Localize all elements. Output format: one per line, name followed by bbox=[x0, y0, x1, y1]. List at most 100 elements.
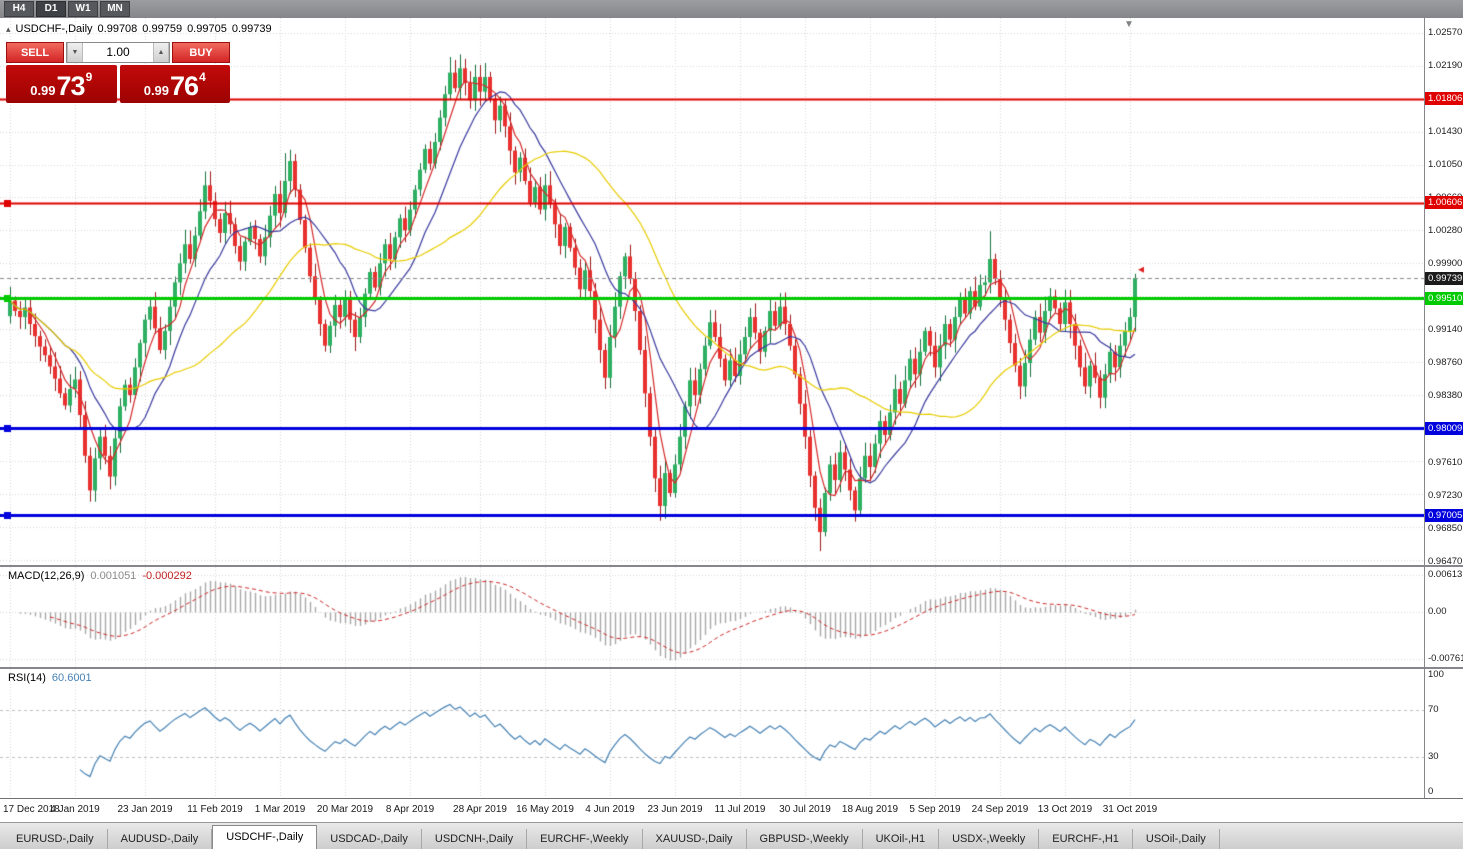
timeframe-button-w1[interactable]: W1 bbox=[68, 1, 98, 17]
price-tick-label: 0.96470 bbox=[1428, 556, 1463, 567]
time-axis: 17 Dec 2018 4 Jan 2019 23 Jan 2019 11 Feb 2… bbox=[0, 798, 1463, 822]
chart-title-row: ▴ USDCHF-,Daily 0.99708 0.99759 0.99705 0.997… bbox=[6, 23, 277, 35]
date-label: 30 Jul 2019 bbox=[779, 804, 831, 815]
macd-axis-label: 0.00613 bbox=[1428, 569, 1463, 580]
date-label: 23 Jan 2019 bbox=[117, 804, 173, 815]
macd-axis-label: 0.00 bbox=[1428, 606, 1447, 617]
hline-label-0-97005: 0.97005 bbox=[1425, 509, 1463, 522]
ohlc-high: 0.99759 bbox=[142, 23, 183, 35]
date-label: 23 Jun 2019 bbox=[647, 804, 703, 815]
tab-eurusd-daily[interactable]: EURUSD-,Daily bbox=[3, 829, 108, 849]
tab-usoil-daily[interactable]: USOil-,Daily bbox=[1133, 829, 1220, 849]
ohlc-close: 0.99739 bbox=[231, 23, 272, 35]
chart-area: ▴ USDCHF-,Daily 0.99708 0.99759 0.99705 0.997… bbox=[0, 18, 1463, 798]
price-tick-label: 0.99900 bbox=[1428, 258, 1463, 269]
date-label: 17 Dec 2018 bbox=[3, 804, 60, 815]
rsi-indicator-label: RSI(14) 60.6001 bbox=[8, 672, 98, 684]
price-axis: 1.025701.021901.014301.010501.006601.002… bbox=[1424, 18, 1463, 798]
tab-xauusd-daily[interactable]: XAUUSD-,Daily bbox=[643, 829, 747, 849]
price-tick-label: 0.97230 bbox=[1428, 490, 1463, 501]
price-tick-label: 0.98380 bbox=[1428, 390, 1463, 401]
volume-control: ▼ 1.00 ▲ bbox=[66, 42, 170, 63]
volume-input[interactable]: 1.00 bbox=[106, 45, 130, 59]
bar-position-marker-icon: ▼ bbox=[1124, 19, 1134, 30]
price-tick-label: 0.96850 bbox=[1428, 523, 1463, 534]
symbol-title: USDCHF-,Daily bbox=[15, 23, 93, 35]
current-price-label: 0.99739 bbox=[1425, 272, 1463, 285]
timeframe-toolbar: H4 D1 W1 MN bbox=[0, 0, 1463, 18]
tab-usdchf-daily[interactable]: USDCHF-,Daily bbox=[212, 825, 318, 849]
price-tick-label: 0.99140 bbox=[1428, 324, 1463, 335]
rsi-axis-label: 30 bbox=[1428, 751, 1439, 762]
price-tick-label: 1.01050 bbox=[1428, 159, 1463, 170]
buy-price-pip: 4 bbox=[199, 70, 206, 84]
date-label: 11 Jul 2019 bbox=[714, 804, 766, 815]
ohlc-low: 0.99705 bbox=[187, 23, 227, 35]
tab-usdcnh-daily[interactable]: USDCNH-,Daily bbox=[422, 829, 528, 849]
date-label: 20 Mar 2019 bbox=[316, 804, 374, 815]
price-tick-label: 0.98760 bbox=[1428, 357, 1463, 368]
tab-eurchf-weekly[interactable]: EURCHF-,Weekly bbox=[527, 829, 643, 849]
price-tick-label: 1.02190 bbox=[1428, 60, 1463, 71]
timeframe-button-h4[interactable]: H4 bbox=[4, 1, 34, 17]
rsi-axis-label: 0 bbox=[1428, 786, 1434, 797]
timeframe-button-mn[interactable]: MN bbox=[100, 1, 130, 17]
price-tick-label: 1.02570 bbox=[1428, 27, 1463, 38]
buy-price-display[interactable]: 0.99 76 4 bbox=[119, 65, 230, 103]
buy-price-prefix: 0.99 bbox=[143, 83, 170, 98]
buy-button[interactable]: BUY bbox=[172, 42, 230, 63]
tab-usdcad-daily[interactable]: USDCAD-,Daily bbox=[317, 829, 422, 849]
macd-indicator-label: MACD(12,26,9) 0.001051 -0.000292 bbox=[8, 570, 198, 582]
macd-signal-value: -0.000292 bbox=[142, 570, 192, 582]
hline-label-0-98009: 0.98009 bbox=[1425, 422, 1463, 435]
date-label: 4 Jun 2019 bbox=[585, 804, 635, 815]
date-label: 5 Sep 2019 bbox=[909, 804, 961, 815]
tab-audusd-daily[interactable]: AUDUSD-,Daily bbox=[108, 829, 213, 849]
rsi-value: 60.6001 bbox=[51, 672, 92, 684]
tab-ukoil-h1[interactable]: UKOil-,H1 bbox=[863, 829, 940, 849]
tab-eurchf-h1[interactable]: EURCHF-,H1 bbox=[1039, 829, 1133, 849]
date-label: 8 Apr 2019 bbox=[385, 804, 435, 815]
price-tick-label: 1.00280 bbox=[1428, 225, 1463, 236]
hline-label-1-00606: 1.00606 bbox=[1425, 196, 1463, 209]
volume-increase-button[interactable]: ▲ bbox=[153, 43, 169, 62]
date-label: 11 Feb 2019 bbox=[187, 804, 243, 815]
date-label: 16 May 2019 bbox=[516, 804, 574, 815]
pane-separator-rsi[interactable] bbox=[0, 667, 1463, 669]
macd-axis-label: -0.00761 bbox=[1428, 653, 1463, 664]
date-label: 13 Oct 2019 bbox=[1037, 804, 1093, 815]
pane-separator-macd[interactable] bbox=[0, 565, 1463, 567]
buy-price-main: 76 bbox=[170, 71, 199, 101]
sell-price-main: 73 bbox=[56, 71, 86, 101]
trade-panel-controls: SELL ▼ 1.00 ▲ BUY bbox=[6, 42, 230, 63]
one-click-trading-panel: SELL ▼ 1.00 ▲ BUY 0.99 73 9 0.99 76 4 bbox=[6, 42, 230, 103]
sell-price-pip: 9 bbox=[85, 70, 93, 84]
hline-label-0-99510: 0.99510 bbox=[1425, 292, 1463, 305]
date-label: 4 Jan 2019 bbox=[50, 804, 100, 815]
timeframe-button-d1[interactable]: D1 bbox=[36, 1, 66, 17]
sell-price-display[interactable]: 0.99 73 9 bbox=[6, 65, 117, 103]
macd-title-text: MACD(12,26,9) bbox=[8, 570, 85, 582]
price-tick-label: 1.01430 bbox=[1428, 126, 1463, 137]
trade-panel-toggle-icon[interactable]: ▴ bbox=[6, 24, 11, 34]
macd-main-value: 0.001051 bbox=[90, 570, 137, 582]
price-tick-label: 0.97610 bbox=[1428, 457, 1463, 468]
rsi-axis-label: 100 bbox=[1428, 669, 1444, 680]
rsi-title-text: RSI(14) bbox=[8, 672, 46, 684]
chart-canvas[interactable] bbox=[0, 18, 1424, 798]
sell-button[interactable]: SELL bbox=[6, 42, 64, 63]
tab-usdx-weekly[interactable]: USDX-,Weekly bbox=[939, 829, 1040, 849]
date-label: 31 Oct 2019 bbox=[1102, 804, 1158, 815]
sell-price-prefix: 0.99 bbox=[30, 83, 56, 98]
volume-decrease-button[interactable]: ▼ bbox=[67, 43, 83, 62]
date-label: 28 Apr 2019 bbox=[453, 804, 507, 815]
tab-gbpusd-weekly[interactable]: GBPUSD-,Weekly bbox=[747, 829, 863, 849]
date-label: 18 Aug 2019 bbox=[841, 804, 899, 815]
trade-panel-prices: 0.99 73 9 0.99 76 4 bbox=[6, 65, 230, 103]
rsi-axis-label: 70 bbox=[1428, 704, 1439, 715]
chart-tabs-bar: EURUSD-,Daily AUDUSD-,Daily USDCHF-,Daily U… bbox=[0, 822, 1463, 849]
date-label: 24 Sep 2019 bbox=[971, 804, 1029, 815]
hline-label-1-01806: 1.01806 bbox=[1425, 92, 1463, 105]
ohlc-open: 0.99708 bbox=[97, 23, 138, 35]
